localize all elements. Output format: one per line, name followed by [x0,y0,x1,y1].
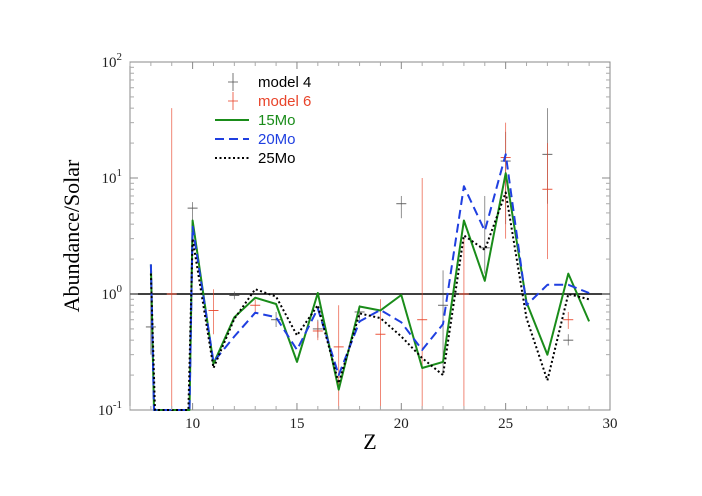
plot-frame [129,61,611,411]
legend-label: 20Mo [258,131,296,148]
x-tick-label: 15 [289,416,304,432]
x-tick-label: 10 [185,416,200,432]
y-tick-label: 100 [102,283,123,303]
legend-label: 15Mo [258,112,296,129]
y-axis-label: Abundance/Solar [59,159,84,312]
x-tick-label: 20 [394,416,409,432]
x-tick-label: 25 [498,416,513,432]
y-tick-label: 102 [102,51,123,71]
legend-label: 25Mo [258,150,296,167]
series-line [149,191,590,411]
series-line [149,153,590,411]
legend-label: model 6 [258,93,311,110]
series-line [149,172,591,411]
y-tick-label: 10-1 [98,399,122,419]
legend-label: model 4 [258,74,311,91]
x-axis-label: Z [363,429,376,454]
x-tick-label: 30 [603,416,618,432]
y-tick-label: 101 [102,167,123,187]
